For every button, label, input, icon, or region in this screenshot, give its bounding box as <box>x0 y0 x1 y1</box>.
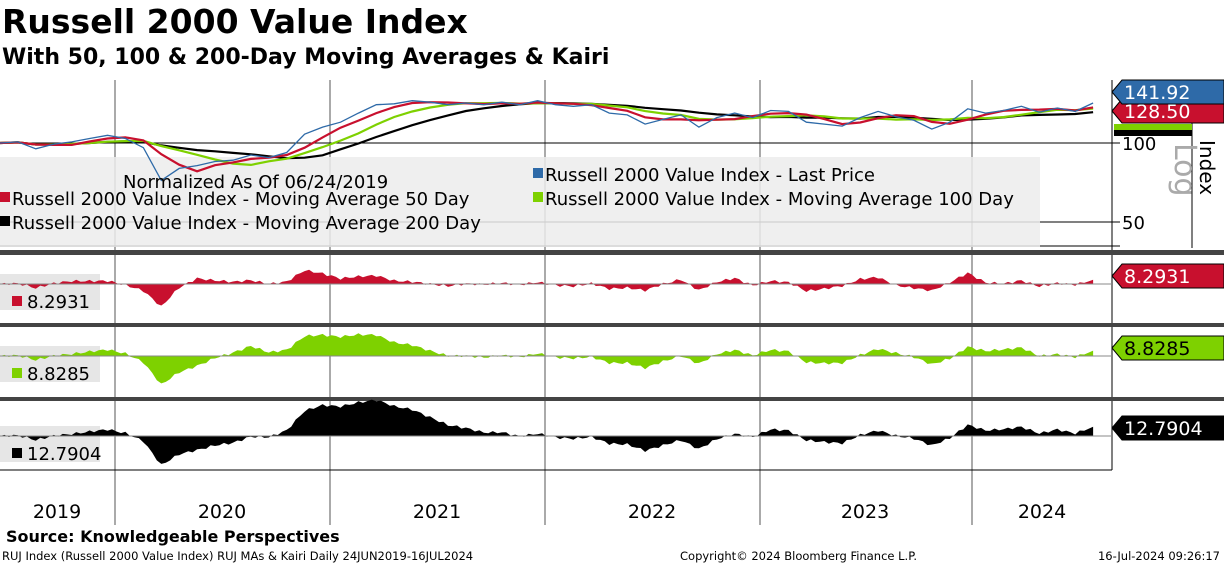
kairi-value-tag-2: 12.7904 <box>1124 418 1203 440</box>
kairi-label: 12.7904 <box>27 444 101 465</box>
chart-description: RUJ Index (Russell 2000 Value Index) RUJ… <box>2 549 474 563</box>
ma100-tag <box>1114 124 1192 130</box>
legend-label: Russell 2000 Value Index - Moving Averag… <box>12 189 470 210</box>
kairi-swatch <box>12 368 22 378</box>
kairi-swatch <box>12 448 22 458</box>
legend-label: Russell 2000 Value Index - Moving Averag… <box>545 189 1014 210</box>
legend-swatch <box>0 216 10 226</box>
panel-separator-1 <box>0 323 1224 327</box>
kairi-label: 8.8285 <box>27 364 90 385</box>
x-tick-label: 2021 <box>413 501 461 523</box>
kairi-value-tag-2-box <box>1111 415 1224 441</box>
legend-swatch <box>0 192 10 202</box>
kairi-swatch <box>12 296 22 306</box>
legend-label: Russell 2000 Value Index - Moving Averag… <box>12 213 481 234</box>
kairi-value-tag-0: 8.2931 <box>1124 266 1190 288</box>
ma50-value-tag: 128.50 <box>1124 101 1190 123</box>
legend-swatch <box>533 192 543 202</box>
normalized-note: Normalized As Of 06/24/2019 <box>123 172 388 193</box>
timestamp: 16-Jul-2024 09:26:17 <box>1097 549 1220 563</box>
x-tick-label: 2024 <box>1018 501 1066 523</box>
price-line <box>0 100 1094 182</box>
kairi-area-0 <box>0 269 1094 306</box>
x-tick-label: 2020 <box>198 501 246 523</box>
price-value-tag-box <box>1111 79 1224 105</box>
panel-separator-2 <box>0 397 1224 401</box>
kairi-area-2 <box>0 399 1094 464</box>
kairi-value-tag-0-box <box>1111 263 1224 289</box>
kairi-value-tag-1-box <box>1111 335 1224 361</box>
x-tick-label: 2022 <box>628 501 676 523</box>
y-axis-label: Index <box>1195 140 1219 195</box>
legend-swatch <box>533 168 543 178</box>
x-tick-label: 2019 <box>33 501 81 523</box>
ma200-tag <box>1114 128 1192 136</box>
legend-label: Russell 2000 Value Index - Last Price <box>545 165 875 186</box>
kairi-area-1 <box>0 333 1094 384</box>
kairi-label: 8.2931 <box>27 292 90 313</box>
log-scale-label: Log <box>1167 143 1202 197</box>
price-value-tag: 141.92 <box>1124 82 1190 104</box>
chart-subtitle: With 50, 100 & 200-Day Moving Averages &… <box>2 45 610 70</box>
panel-separator-0 <box>0 250 1224 255</box>
kairi-value-tag-1: 8.8285 <box>1124 338 1190 360</box>
chart-title: Russell 2000 Value Index <box>2 2 468 41</box>
y-tick-label: 100 <box>1122 134 1156 155</box>
y-tick-label: 50 <box>1122 213 1145 234</box>
ma-line-9 <box>0 102 1094 160</box>
x-tick-label: 2023 <box>841 501 889 523</box>
copyright: Copyright© 2024 Bloomberg Finance L.P. <box>680 549 917 563</box>
source-label: Source: Knowledgeable Perspectives <box>6 527 340 546</box>
